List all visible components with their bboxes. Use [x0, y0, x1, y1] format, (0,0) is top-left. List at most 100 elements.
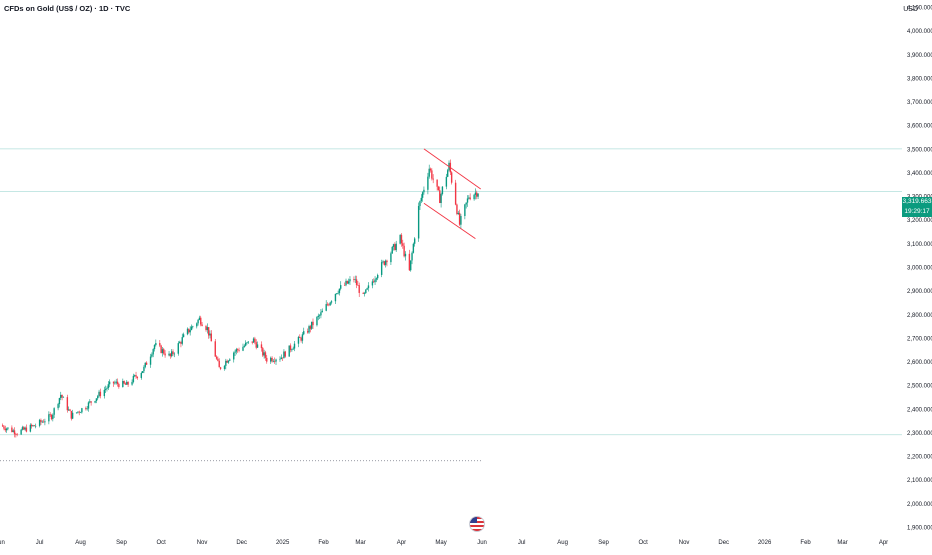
time-axis-label: Nov [679, 540, 690, 546]
candle-up [243, 345, 246, 347]
candle-up [149, 356, 152, 365]
candle-up [122, 381, 124, 388]
candle-down [260, 344, 263, 349]
candle-down [136, 376, 139, 378]
candle-up [34, 425, 37, 427]
candle-down [164, 353, 166, 356]
candle-up [53, 408, 55, 415]
time-axis-label: Oct [638, 540, 648, 546]
candle-up [291, 349, 293, 351]
candle-up [382, 261, 384, 263]
candle-up [170, 351, 173, 357]
candle-down [358, 285, 360, 293]
time-axis-label: Jul [518, 540, 526, 546]
candle-down [180, 342, 182, 344]
candle-down [145, 362, 148, 365]
candle-up [256, 344, 259, 348]
candle-down [169, 353, 172, 357]
candle-up [301, 334, 304, 341]
candle-down [90, 401, 92, 403]
candle-up [320, 312, 322, 316]
candle-up [98, 391, 100, 397]
candle-up [380, 262, 383, 275]
candle-down [85, 408, 87, 410]
candle-up [316, 316, 318, 326]
candle-up [168, 353, 170, 356]
candle-up [252, 338, 255, 343]
candle-down [436, 179, 438, 187]
candle-up [234, 351, 236, 353]
candle-up [44, 421, 46, 423]
candle-down [299, 336, 301, 338]
candle-down [309, 326, 312, 329]
candle-up [57, 404, 59, 409]
candle-down [205, 326, 207, 331]
candle-down [40, 419, 42, 423]
candle-up [223, 365, 226, 369]
price-axis-label: 3,800.000 [907, 76, 932, 82]
candle-down [266, 357, 268, 362]
price-axis-label: 2,600.000 [907, 360, 932, 366]
us-flag-icon[interactable] [469, 516, 485, 532]
candle-up [464, 204, 466, 216]
candle-up [325, 304, 327, 311]
price-axis-label: 3,400.000 [907, 171, 932, 177]
price-axis-label: 3,200.000 [907, 218, 932, 224]
candle-up [155, 343, 157, 346]
time-axis-label: Jun [477, 540, 487, 546]
price-axis-label: 2,700.000 [907, 336, 932, 342]
candle-down [343, 285, 346, 286]
time-axis-label: Aug [75, 540, 86, 546]
price-axis-label: 3,900.000 [907, 53, 932, 59]
candle-down [127, 381, 129, 385]
candle-down [207, 327, 210, 336]
candle-up [336, 293, 338, 294]
time-axis-label: Feb [318, 540, 329, 546]
candle-up [457, 212, 459, 215]
candle-up [345, 280, 347, 286]
candle-down [251, 341, 253, 343]
candle-down [217, 358, 219, 361]
candle-down [66, 397, 69, 411]
candle-down [1, 425, 4, 427]
candle-up [288, 345, 290, 357]
candle-up [246, 342, 248, 344]
candle-down [264, 352, 267, 358]
candle-up [103, 389, 106, 397]
candle-up [349, 279, 351, 282]
candle-up [404, 253, 407, 257]
candle-down [271, 357, 273, 362]
candle-up [131, 381, 133, 385]
candle-up [48, 414, 50, 422]
candle-up [318, 315, 321, 316]
candle-up [60, 394, 62, 399]
candle-up [272, 361, 275, 362]
candle-up [477, 193, 479, 197]
candle-up [115, 381, 117, 383]
candle-up [446, 170, 449, 177]
candle-down [135, 375, 137, 377]
candle-down [450, 172, 453, 183]
candle-up [334, 293, 337, 302]
candle-down [312, 321, 314, 326]
candle-up [189, 330, 191, 333]
candle-down [200, 317, 202, 325]
time-axis-label: 2025 [276, 540, 290, 546]
candle-up [227, 360, 230, 363]
candle-down [429, 168, 432, 171]
candle-down [373, 281, 375, 283]
candle-up [75, 412, 78, 414]
candle-up [428, 168, 430, 177]
candle-down [210, 333, 213, 342]
candle-up [460, 215, 462, 225]
candle-up [104, 388, 107, 390]
candle-down [454, 182, 457, 205]
candle-down [50, 414, 53, 420]
candle-down [15, 434, 17, 435]
candle-up [52, 414, 54, 420]
time-axis-label: Aug [557, 540, 568, 546]
candle-up [107, 384, 109, 389]
time-axis-label: 2026 [758, 540, 772, 546]
